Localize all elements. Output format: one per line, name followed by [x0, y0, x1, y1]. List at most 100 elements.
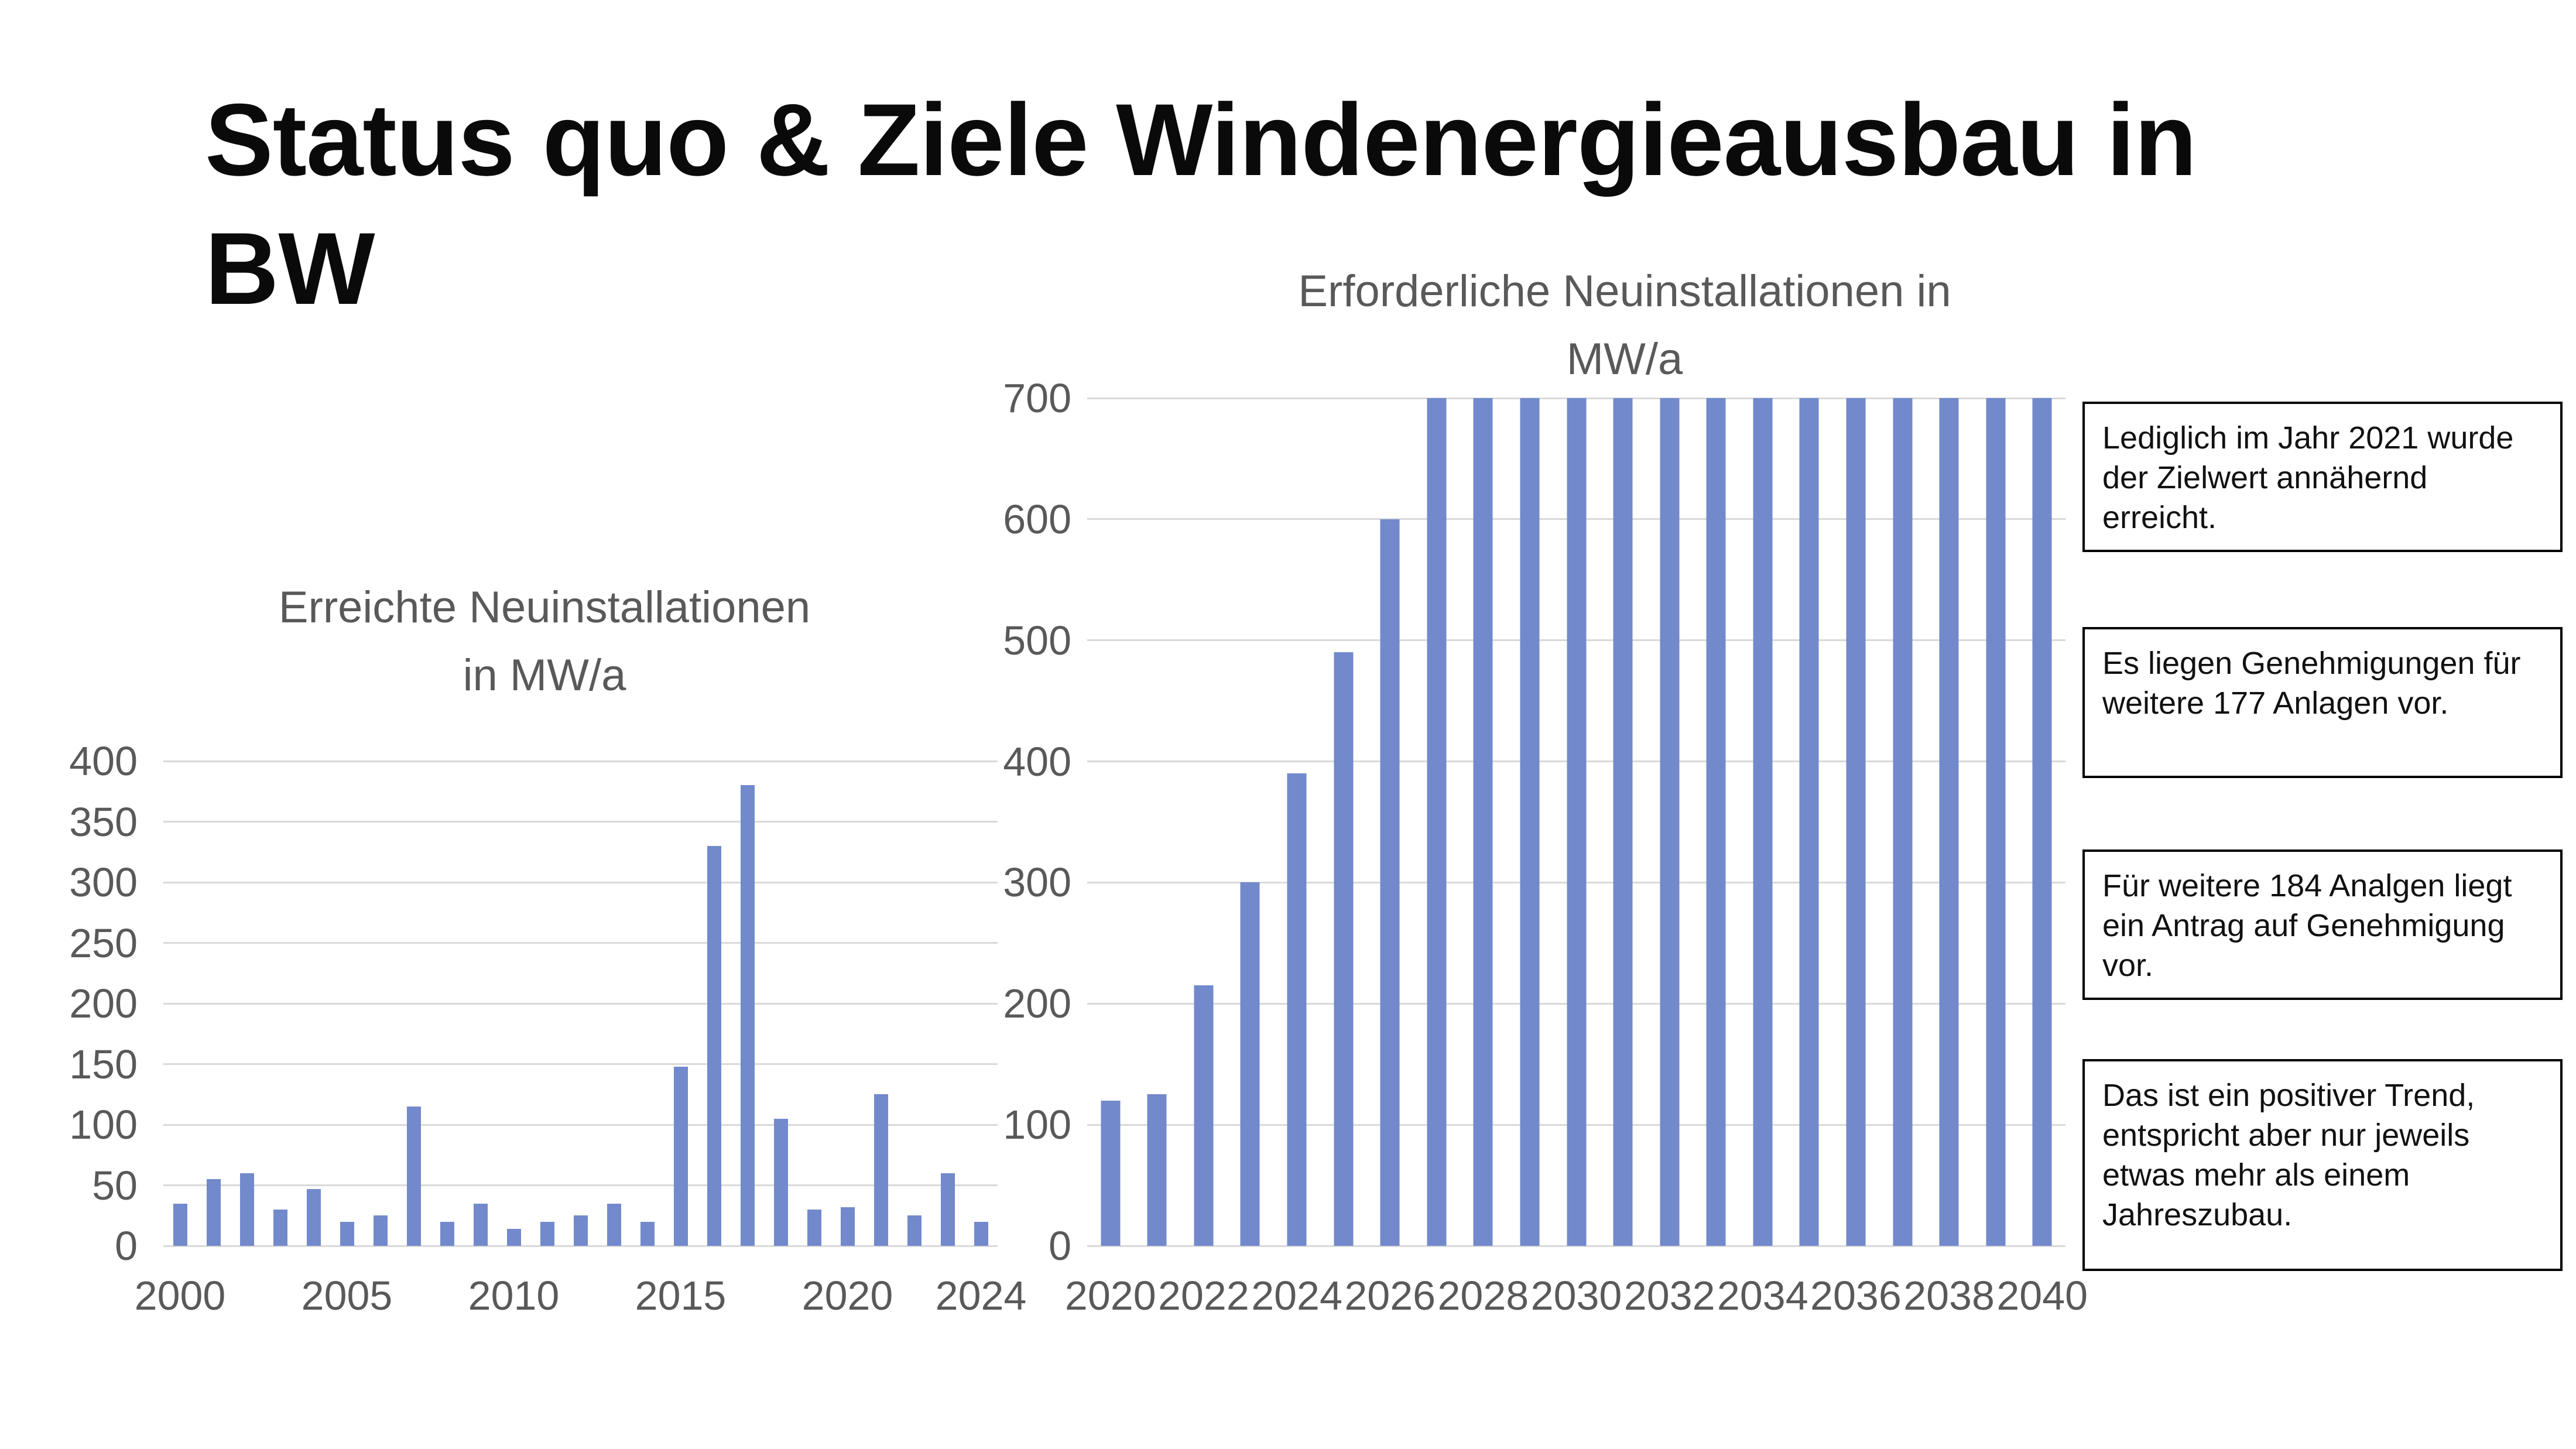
bar-2003	[273, 1209, 287, 1246]
gridline	[163, 760, 998, 762]
note-text: Lediglich im Jahr 2021 wurde der Zielwer…	[2102, 420, 2514, 535]
gridline	[163, 942, 998, 944]
bar-2036	[1846, 398, 1866, 1246]
x-axis-label: 2040	[1996, 1273, 2088, 1318]
x-axis-label: 2005	[301, 1273, 393, 1318]
bar-2013	[607, 1203, 621, 1246]
bar-2019	[807, 1209, 821, 1246]
y-axis-label: 150	[69, 1041, 138, 1087]
bar-2035	[1799, 398, 1819, 1246]
y-axis-label: 300	[1003, 859, 1071, 906]
x-axis-label: 2034	[1717, 1273, 1808, 1318]
x-axis-label: 2020	[1064, 1273, 1156, 1318]
bar-2022	[907, 1215, 922, 1246]
y-axis-achieved: 0 50 100 150 200 250 300 350 400	[47, 738, 138, 1269]
y-axis-label: 100	[69, 1102, 138, 1147]
bar-2015	[673, 1066, 688, 1246]
chart-title-line-1: Erforderliche Neuinstallationen in	[1298, 266, 1951, 316]
x-axis-label: 2022	[1158, 1273, 1249, 1318]
chart-title-line-1: Erreichte Neuinstallationen	[278, 583, 811, 632]
bar-2002	[239, 1173, 254, 1246]
bar-2022	[1194, 985, 1214, 1246]
x-axis-label: 2015	[635, 1273, 727, 1318]
x-axis-label: 2020	[801, 1273, 893, 1318]
x-axis-label: 2026	[1344, 1273, 1436, 1318]
bar-2040	[2032, 398, 2052, 1246]
bar-2032	[1660, 398, 1680, 1246]
bar-2021	[873, 1094, 888, 1246]
bar-2026	[1380, 519, 1400, 1246]
chart-title-achieved: Erreichte Neuinstallationen in MW/a	[193, 574, 896, 710]
bar-2031	[1613, 398, 1633, 1246]
notes-column: Lediglich im Jahr 2021 wurde der Zielwer…	[2082, 0, 2563, 1449]
bar-2034	[1753, 398, 1773, 1246]
y-axis-label: 100	[1003, 1102, 1071, 1148]
chart-title-required: Erforderliche Neuinstallationen in MW/a	[1147, 258, 2102, 393]
x-axis-label: 2010	[468, 1273, 560, 1318]
bar-2024	[1287, 773, 1307, 1246]
x-axis-label: 2036	[1810, 1273, 1902, 1318]
bar-2023	[1240, 882, 1260, 1246]
x-axis-label: 2038	[1903, 1273, 1995, 1318]
bar-2018	[773, 1118, 788, 1246]
x-axis-label: 2028	[1437, 1273, 1529, 1318]
y-axis-label: 300	[69, 859, 138, 905]
note-text: Für weitere 184 Analgen liegt ein Antrag…	[2102, 868, 2512, 983]
plot-area-achieved	[163, 760, 998, 1247]
page-title-line-1: Status quo & Ziele Windenergieausbau in	[205, 83, 2197, 197]
gridline	[163, 1245, 998, 1247]
bar-2025	[1334, 652, 1354, 1246]
page-title-line-2: BW	[205, 212, 375, 326]
y-axis-required: 0 100 200 300 400 500 600 700	[995, 375, 1071, 1269]
page-title: Status quo & Ziele Windenergieausbau in B…	[205, 76, 2336, 334]
chart-title-line-2: MW/a	[1566, 334, 1683, 384]
note-text: Es liegen Genehmigungen für weitere 177 …	[2102, 646, 2521, 721]
bar-2005	[340, 1221, 354, 1246]
plot-area-required	[1087, 397, 2065, 1247]
note-box-applications-184: Für weitere 184 Analgen liegt ein Antrag…	[2082, 849, 2563, 1000]
y-axis-label: 0	[1049, 1223, 1071, 1269]
chart-achieved-installations: Erreichte Neuinstallationen in MW/a 0 50 10…	[47, 562, 1042, 1347]
y-axis-label: 200	[1003, 981, 1071, 1027]
bar-2006	[373, 1215, 388, 1246]
bar-2028	[1473, 398, 1493, 1246]
x-axis-label: 2000	[134, 1273, 226, 1318]
bar-2030	[1567, 398, 1586, 1246]
bar-2000	[173, 1203, 187, 1246]
bar-2017	[740, 785, 755, 1246]
bar-2007	[406, 1106, 421, 1246]
y-axis-label: 700	[1003, 375, 1071, 421]
gridline	[163, 1002, 998, 1005]
gridline	[163, 1184, 998, 1186]
x-axis-label: 2030	[1530, 1273, 1622, 1318]
bar-2012	[573, 1215, 588, 1246]
bar-2021	[1147, 1094, 1167, 1246]
bar-2027	[1427, 398, 1447, 1246]
bar-2029	[1520, 398, 1540, 1246]
x-axis-label: 2024	[1251, 1273, 1342, 1318]
x-axis-required: 2020 2022 2024 2026 2028 2030 2032 2034 2036 2038…	[1065, 1272, 2088, 1325]
y-axis-label: 400	[1003, 738, 1071, 785]
bar-2011	[540, 1221, 554, 1246]
bar-2033	[1706, 398, 1726, 1246]
note-box-positive-trend: Das ist ein positiver Trend, entspricht …	[2082, 1059, 2563, 1271]
bar-2020	[840, 1207, 855, 1246]
note-text: Das ist ein positiver Trend, entspricht …	[2102, 1078, 2475, 1232]
bar-2004	[306, 1188, 321, 1246]
y-axis-label: 600	[1003, 496, 1071, 542]
bar-2039	[1986, 398, 2006, 1246]
y-axis-label: 200	[69, 981, 138, 1026]
y-axis-label: 0	[115, 1223, 138, 1269]
gridline	[163, 1123, 998, 1126]
y-axis-label: 250	[69, 920, 138, 966]
bar-2038	[1939, 398, 1959, 1246]
gridline	[163, 881, 998, 883]
bar-2023	[940, 1173, 955, 1246]
gridline	[163, 821, 998, 823]
bar-2016	[707, 845, 721, 1246]
gridline	[1087, 1245, 2065, 1247]
x-axis-achieved: 2000 2005 2010 2015 2020 2024	[135, 1272, 1027, 1325]
bar-2020	[1101, 1100, 1121, 1246]
chart-required-installations: Erforderliche Neuinstallationen in MW/a 0…	[995, 246, 2108, 1347]
